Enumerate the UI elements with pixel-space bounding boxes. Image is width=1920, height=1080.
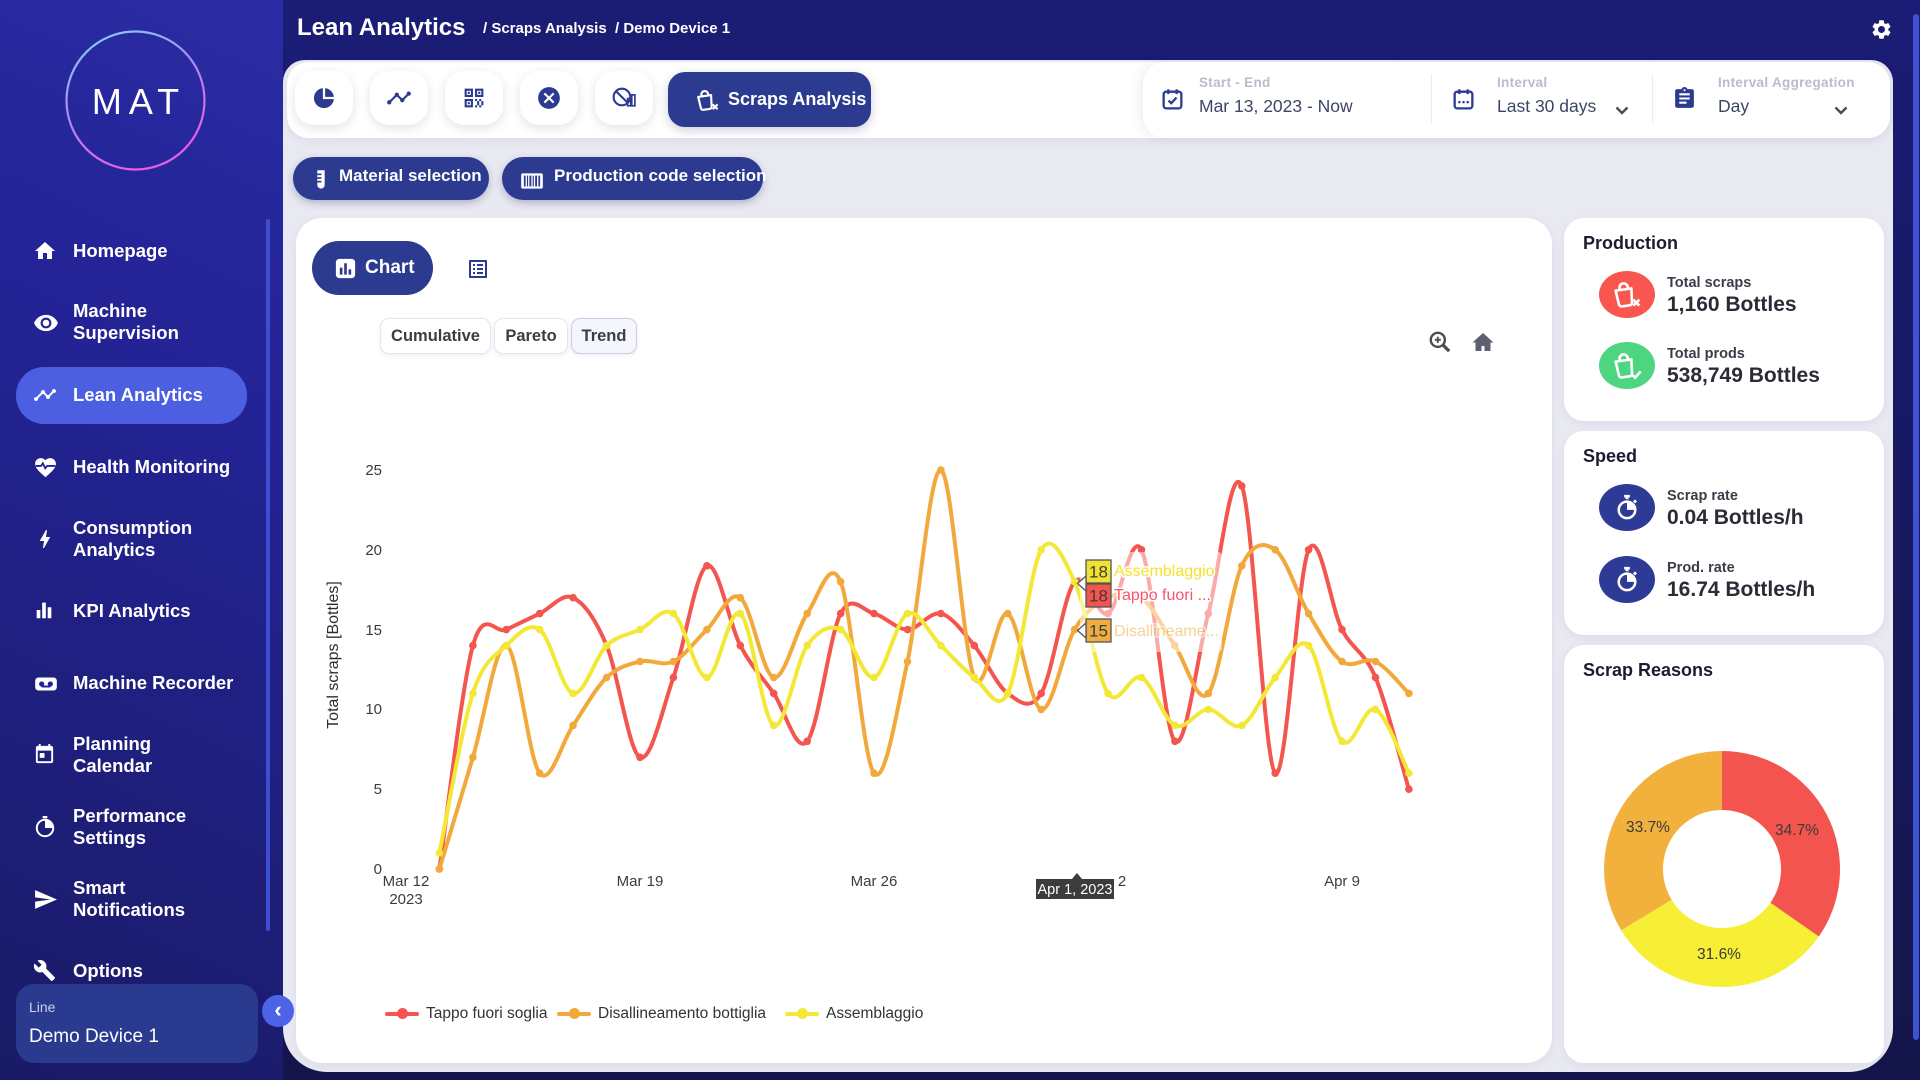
svg-text:Apr 9: Apr 9 xyxy=(1324,873,1360,890)
svg-text:Mar 19: Mar 19 xyxy=(617,873,664,890)
svg-text:Mar 12: Mar 12 xyxy=(383,873,430,890)
svg-text:15: 15 xyxy=(365,622,382,639)
svg-text:2023: 2023 xyxy=(389,891,422,908)
svg-text:25: 25 xyxy=(365,462,382,479)
svg-text:15: 15 xyxy=(1089,622,1108,641)
svg-text:34.7%: 34.7% xyxy=(1775,822,1819,839)
svg-text:Tappo fuori ...: Tappo fuori ... xyxy=(1114,587,1211,604)
svg-text:Assemblaggio: Assemblaggio xyxy=(1114,563,1215,580)
svg-text:2: 2 xyxy=(1118,873,1126,890)
svg-text:Apr 1, 2023: Apr 1, 2023 xyxy=(1038,882,1113,898)
svg-text:31.6%: 31.6% xyxy=(1697,946,1741,963)
svg-text:5: 5 xyxy=(374,781,382,798)
svg-text:0: 0 xyxy=(374,861,382,878)
svg-text:Mar 26: Mar 26 xyxy=(851,873,898,890)
svg-text:Total scraps [Bottles]: Total scraps [Bottles] xyxy=(325,581,342,729)
svg-text:18: 18 xyxy=(1089,563,1108,582)
svg-text:Disallineame...: Disallineame... xyxy=(1114,623,1219,640)
svg-text:18: 18 xyxy=(1089,587,1108,606)
svg-text:20: 20 xyxy=(365,542,382,559)
svg-text:10: 10 xyxy=(365,701,382,718)
svg-text:33.7%: 33.7% xyxy=(1626,819,1670,836)
